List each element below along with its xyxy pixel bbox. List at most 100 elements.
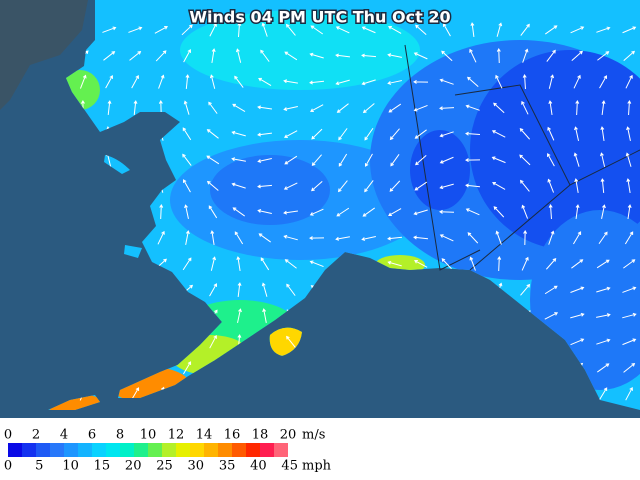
wind-arrow <box>133 100 138 116</box>
ms-label: 0 <box>4 428 12 443</box>
wind-arrow <box>283 130 298 138</box>
wind-arrow <box>257 158 272 163</box>
wind-arrow <box>623 362 636 373</box>
wind-arrow <box>520 23 530 36</box>
mph-unit: mph <box>302 459 332 474</box>
wind-arrow <box>574 178 579 193</box>
wind-arrow <box>413 104 428 112</box>
wind-arrow <box>441 258 453 270</box>
wind-arrow <box>210 230 215 245</box>
wind-arrow <box>284 259 297 269</box>
wind-arrow <box>364 127 374 141</box>
color-swatch <box>134 443 148 457</box>
wind-arrow <box>209 283 218 297</box>
wind-arrow <box>622 338 637 346</box>
wind-arrow <box>335 53 351 58</box>
wind-arrow <box>415 154 427 166</box>
wind-arrow <box>131 74 139 89</box>
mph-label: 10 <box>62 459 79 474</box>
wind-arrow <box>257 105 273 110</box>
wind-arrow <box>442 23 451 37</box>
wind-arrow <box>596 286 611 293</box>
wind-arrow <box>283 234 298 241</box>
wind-arrow <box>627 100 632 116</box>
wind-arrow <box>627 204 632 219</box>
mph-label: 35 <box>219 459 236 474</box>
wind-arrow <box>413 209 428 216</box>
wind-arrow <box>491 156 506 164</box>
wind-arrow <box>183 100 190 115</box>
wind-arrow <box>626 126 631 141</box>
wind-arrow <box>622 286 637 293</box>
wind-arrow <box>260 49 270 62</box>
wind-arrow <box>596 338 611 345</box>
ms-label: 10 <box>140 428 157 443</box>
mph-label: 30 <box>188 459 205 474</box>
wind-arrow <box>600 178 605 194</box>
wind-arrow <box>231 157 246 162</box>
wind-arrow <box>338 128 348 141</box>
wind-arrow <box>364 153 373 167</box>
mph-label: 0 <box>4 459 12 474</box>
wind-arrow <box>309 236 325 241</box>
wind-arrow <box>361 236 376 241</box>
wind-arrow <box>573 152 580 167</box>
wind-arrow <box>439 106 455 111</box>
ms-label: 20 <box>280 428 297 443</box>
color-swatch <box>148 443 162 457</box>
wind-arrow <box>413 235 429 240</box>
wind-arrow <box>597 363 610 373</box>
wind-arrow <box>596 26 611 33</box>
wind-arrow <box>467 76 479 88</box>
wind-arrow <box>257 132 273 137</box>
ms-label: 18 <box>252 428 269 443</box>
wind-arrow <box>206 180 219 191</box>
wind-arrow <box>283 105 298 111</box>
wind-arrow <box>495 74 503 89</box>
wind-arrow <box>413 79 429 84</box>
wind-arrow <box>465 131 481 136</box>
wind-arrow <box>623 50 636 61</box>
wind-arrow <box>361 53 377 58</box>
wind-arrow <box>600 126 605 141</box>
wind-arrow <box>209 22 217 37</box>
wind-arrow <box>210 256 217 271</box>
wind-arrow <box>311 128 323 140</box>
wind-arrow <box>209 334 217 349</box>
wind-arrow <box>336 207 350 217</box>
wind-arrow <box>523 230 528 246</box>
wind-arrow <box>414 129 427 139</box>
mph-label: 5 <box>35 459 43 474</box>
wind-arrow <box>623 259 636 269</box>
mph-label: 40 <box>250 459 267 474</box>
wind-arrow <box>598 387 608 401</box>
wind-arrow <box>625 74 633 89</box>
wind-arrow <box>158 74 165 89</box>
wind-arrow <box>469 256 476 271</box>
mph-label: 45 <box>281 459 298 474</box>
wind-arrow <box>183 361 192 375</box>
wind-arrow <box>261 22 268 37</box>
wind-arrow <box>234 231 244 245</box>
wind-arrow <box>257 184 273 189</box>
wind-arrow <box>309 80 325 85</box>
wind-arrow <box>283 182 298 190</box>
wind-arrow <box>493 102 505 114</box>
wind-arrow <box>309 52 324 59</box>
wind-arrow <box>625 152 632 167</box>
wind-arrow <box>208 205 218 219</box>
wind-arrow <box>387 236 403 241</box>
wind-arrow <box>338 153 348 167</box>
wind-arrow <box>335 26 350 34</box>
wind-arrow <box>387 260 402 267</box>
wind-arrow <box>388 103 402 113</box>
wind-arrow <box>261 282 268 297</box>
wind-arrow <box>622 26 637 34</box>
wind-arrow <box>439 131 454 138</box>
wind-arrow <box>232 103 246 113</box>
wind-arrow <box>495 230 502 245</box>
color-swatch <box>162 443 176 457</box>
russia-land <box>0 0 88 110</box>
color-swatch <box>22 443 36 457</box>
